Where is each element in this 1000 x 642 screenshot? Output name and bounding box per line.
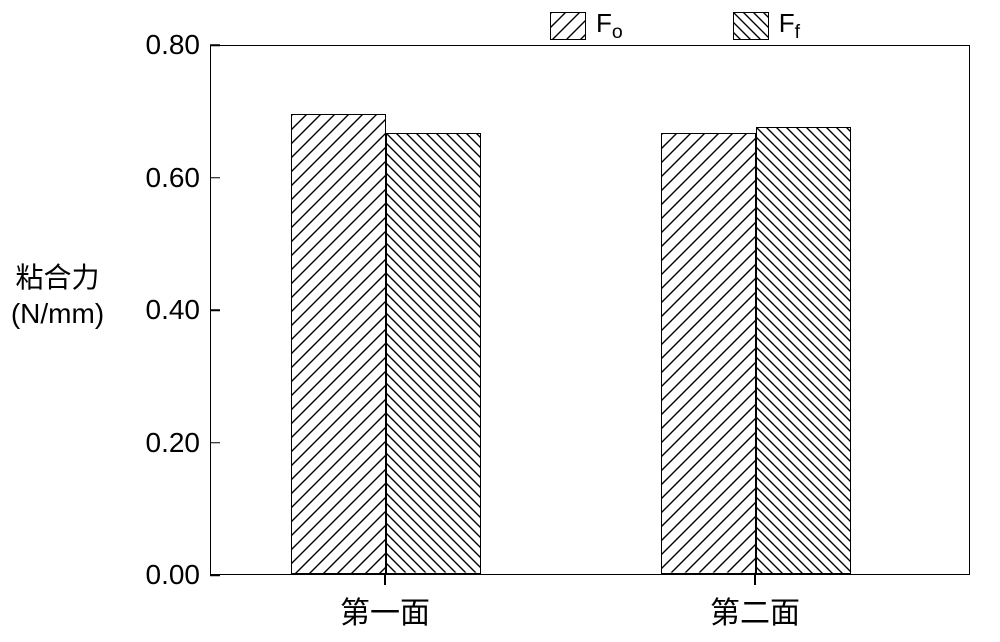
legend-item-ff: Ff <box>733 8 800 44</box>
y-axis-title-line1: 粘合力 <box>0 260 115 296</box>
y-tick-label: 0.60 <box>120 162 200 194</box>
y-tick-label: 0.40 <box>120 294 200 326</box>
y-axis-title-line2: (N/mm) <box>0 296 115 332</box>
plot-area <box>210 45 970 575</box>
legend-swatch-ff <box>733 12 769 40</box>
bar-ff <box>386 133 481 574</box>
legend: Fo Ff <box>550 8 800 44</box>
bar-ff <box>756 127 851 574</box>
y-tick-label: 0.80 <box>120 29 200 61</box>
x-tick-label: 第二面 <box>710 588 800 632</box>
x-tick-mark <box>754 575 756 585</box>
legend-swatch-fo <box>550 12 586 40</box>
x-tick-mark <box>384 575 386 585</box>
bar-chart: Fo Ff 粘合力 (N/mm) 0.00 0.20 0.40 0.60 0.80 <box>0 0 1000 642</box>
legend-label-fo: Fo <box>596 8 623 44</box>
legend-item-fo: Fo <box>550 8 623 44</box>
y-tick-label: 0.20 <box>120 427 200 459</box>
y-tick-label: 0.00 <box>120 559 200 591</box>
bar-fo <box>291 114 386 574</box>
bar-fo <box>661 133 756 574</box>
x-tick-label: 第一面 <box>340 588 430 632</box>
y-axis-title: 粘合力 (N/mm) <box>0 260 115 333</box>
legend-label-ff: Ff <box>779 8 800 44</box>
